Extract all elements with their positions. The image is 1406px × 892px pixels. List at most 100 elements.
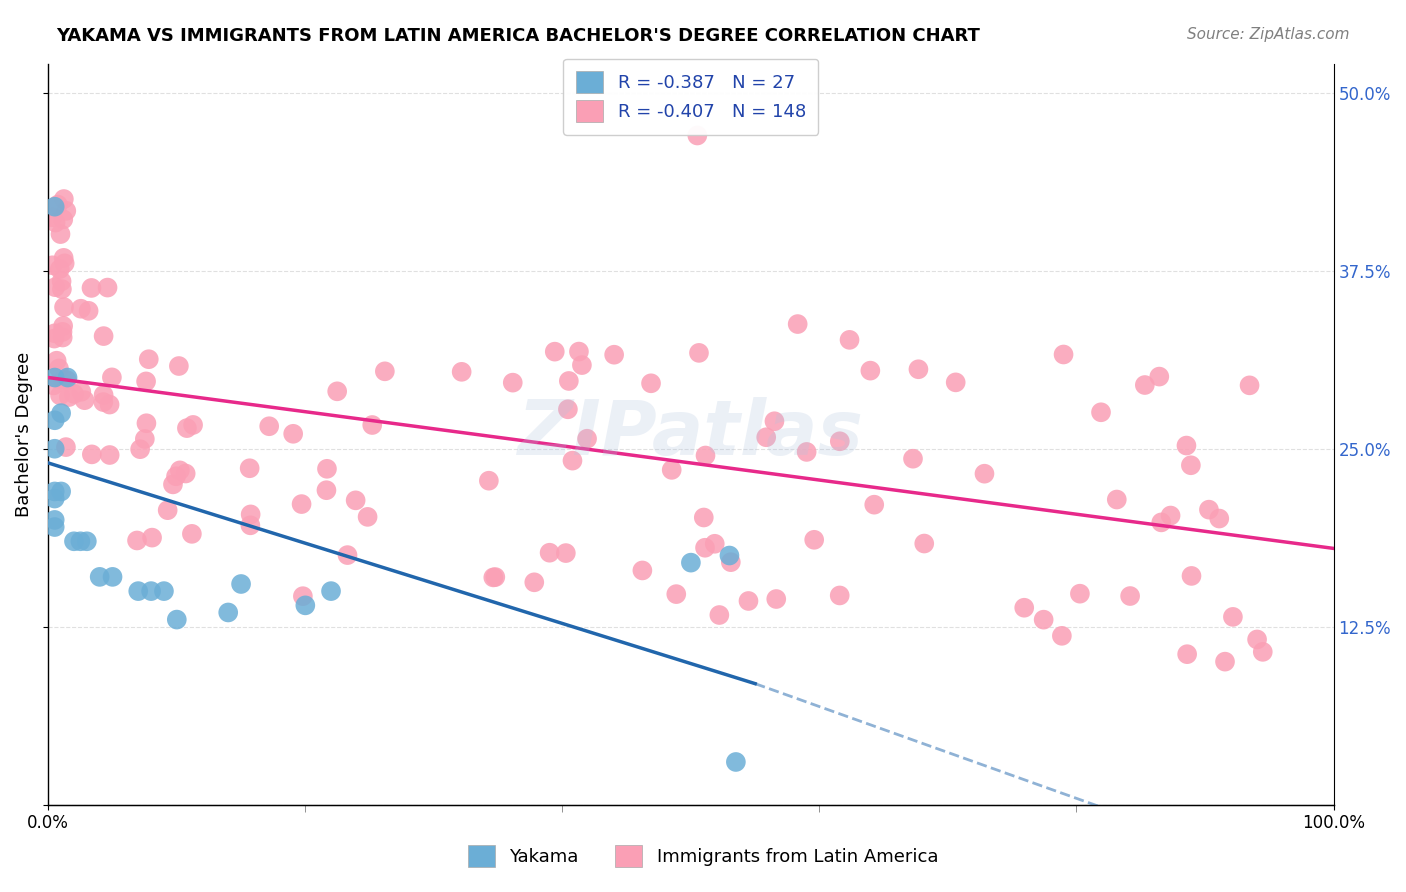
Immigrants from Latin America <box>181 417 204 432</box>
Immigrants from Latin America <box>77 303 100 318</box>
Immigrants from Latin America <box>523 575 546 590</box>
Yakama <box>294 599 316 613</box>
Immigrants from Latin America <box>49 262 72 277</box>
Immigrants from Latin America <box>763 414 786 428</box>
Immigrants from Latin America <box>55 203 77 218</box>
Immigrants from Latin America <box>1222 610 1244 624</box>
Immigrants from Latin America <box>53 300 76 314</box>
Immigrants from Latin America <box>316 462 339 476</box>
Immigrants from Latin America <box>912 536 935 550</box>
Immigrants from Latin America <box>907 362 929 376</box>
Yakama <box>44 413 66 427</box>
Immigrants from Latin America <box>49 227 72 241</box>
Immigrants from Latin America <box>52 373 75 387</box>
Immigrants from Latin America <box>169 463 191 477</box>
Yakama <box>44 442 66 456</box>
Immigrants from Latin America <box>1105 492 1128 507</box>
Immigrants from Latin America <box>49 388 72 402</box>
Immigrants from Latin America <box>58 390 80 404</box>
Immigrants from Latin America <box>336 548 359 562</box>
Immigrants from Latin America <box>1180 569 1202 583</box>
Immigrants from Latin America <box>180 526 202 541</box>
Yakama <box>679 556 702 570</box>
Immigrants from Latin America <box>361 417 384 432</box>
Text: YAKAMA VS IMMIGRANTS FROM LATIN AMERICA BACHELOR'S DEGREE CORRELATION CHART: YAKAMA VS IMMIGRANTS FROM LATIN AMERICA … <box>56 27 980 45</box>
Immigrants from Latin America <box>283 426 305 441</box>
Immigrants from Latin America <box>1012 600 1035 615</box>
Immigrants from Latin America <box>53 256 76 270</box>
Immigrants from Latin America <box>695 449 717 463</box>
Immigrants from Latin America <box>315 483 337 498</box>
Immigrants from Latin America <box>737 594 759 608</box>
Immigrants from Latin America <box>945 376 967 390</box>
Immigrants from Latin America <box>257 419 280 434</box>
Immigrants from Latin America <box>703 537 725 551</box>
Immigrants from Latin America <box>135 375 157 389</box>
Immigrants from Latin America <box>828 589 851 603</box>
Immigrants from Latin America <box>93 395 115 409</box>
Immigrants from Latin America <box>1050 629 1073 643</box>
Yakama <box>76 534 98 549</box>
Immigrants from Latin America <box>42 378 65 392</box>
Immigrants from Latin America <box>52 212 75 227</box>
Immigrants from Latin America <box>544 344 567 359</box>
Legend: Yakama, Immigrants from Latin America: Yakama, Immigrants from Latin America <box>461 838 945 874</box>
Immigrants from Latin America <box>1149 369 1171 384</box>
Immigrants from Latin America <box>1208 511 1230 525</box>
Immigrants from Latin America <box>686 128 709 143</box>
Immigrants from Latin America <box>661 463 683 477</box>
Yakama <box>718 549 741 563</box>
Immigrants from Latin America <box>80 447 103 461</box>
Immigrants from Latin America <box>688 346 710 360</box>
Immigrants from Latin America <box>291 589 314 603</box>
Immigrants from Latin America <box>765 592 787 607</box>
Yakama <box>166 613 188 627</box>
Immigrants from Latin America <box>176 421 198 435</box>
Immigrants from Latin America <box>135 416 157 430</box>
Immigrants from Latin America <box>63 387 86 401</box>
Immigrants from Latin America <box>41 258 63 272</box>
Immigrants from Latin America <box>561 453 583 467</box>
Immigrants from Latin America <box>1150 516 1173 530</box>
Immigrants from Latin America <box>973 467 995 481</box>
Immigrants from Latin America <box>478 474 501 488</box>
Immigrants from Latin America <box>326 384 349 399</box>
Immigrants from Latin America <box>1246 632 1268 647</box>
Immigrants from Latin America <box>755 430 778 444</box>
Yakama <box>44 491 66 506</box>
Immigrants from Latin America <box>45 216 67 230</box>
Immigrants from Latin America <box>70 301 93 316</box>
Immigrants from Latin America <box>1160 508 1182 523</box>
Immigrants from Latin America <box>1175 439 1198 453</box>
Immigrants from Latin America <box>141 531 163 545</box>
Yakama <box>49 406 72 420</box>
Yakama <box>724 755 747 769</box>
Immigrants from Latin America <box>48 361 70 376</box>
Yakama <box>319 584 342 599</box>
Immigrants from Latin America <box>693 541 716 555</box>
Yakama <box>44 484 66 499</box>
Immigrants from Latin America <box>450 365 472 379</box>
Immigrants from Latin America <box>52 318 75 333</box>
Immigrants from Latin America <box>1052 347 1074 361</box>
Immigrants from Latin America <box>98 448 121 462</box>
Immigrants from Latin America <box>838 333 860 347</box>
Immigrants from Latin America <box>134 432 156 446</box>
Y-axis label: Bachelor's Degree: Bachelor's Degree <box>15 351 32 517</box>
Immigrants from Latin America <box>125 533 148 548</box>
Immigrants from Latin America <box>901 451 924 466</box>
Yakama <box>127 584 149 599</box>
Immigrants from Latin America <box>44 326 66 341</box>
Yakama <box>44 200 66 214</box>
Immigrants from Latin America <box>603 348 626 362</box>
Immigrants from Latin America <box>631 564 654 578</box>
Yakama <box>63 534 86 549</box>
Immigrants from Latin America <box>45 353 67 368</box>
Text: ZIPatlas: ZIPatlas <box>517 398 863 472</box>
Immigrants from Latin America <box>51 325 73 339</box>
Immigrants from Latin America <box>93 388 115 402</box>
Yakama <box>89 570 111 584</box>
Immigrants from Latin America <box>568 344 591 359</box>
Immigrants from Latin America <box>156 503 179 517</box>
Immigrants from Latin America <box>162 477 184 491</box>
